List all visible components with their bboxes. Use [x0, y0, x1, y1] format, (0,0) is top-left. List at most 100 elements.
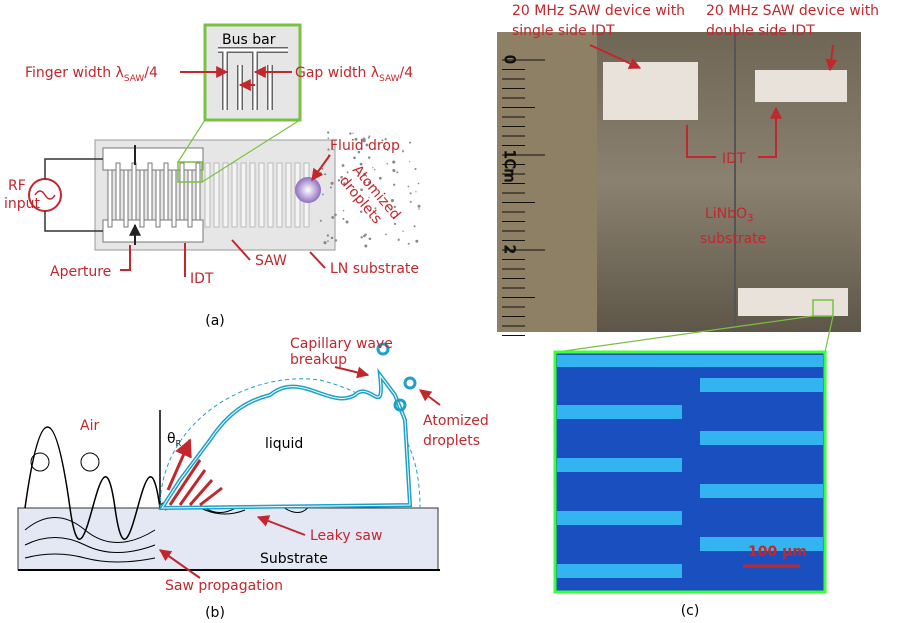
ruler-label: 1Cm — [501, 150, 517, 182]
ruler-label: 0 — [501, 55, 517, 64]
droplet — [402, 230, 403, 231]
droplet — [352, 133, 353, 134]
label: θR — [167, 431, 182, 448]
label: IDT — [722, 151, 746, 167]
label: LN substrate — [330, 261, 419, 277]
label: SAW — [255, 253, 287, 269]
droplet — [342, 218, 344, 220]
droplet — [385, 234, 387, 236]
droplet — [327, 131, 329, 133]
droplet — [327, 240, 329, 242]
droplet — [410, 192, 412, 194]
droplet — [415, 191, 416, 192]
panel-a: Bus bar Finger width λSAW/4 Gap width λS… — [4, 25, 420, 329]
finger — [140, 170, 144, 227]
droplet — [392, 160, 395, 163]
droplet — [334, 214, 337, 217]
droplet — [346, 221, 349, 224]
wave-band — [241, 163, 246, 227]
label: Fluid drop — [330, 138, 400, 154]
wave-band — [205, 163, 210, 227]
finger — [148, 163, 152, 220]
label: IDT — [190, 271, 214, 287]
droplet — [394, 223, 396, 225]
droplet — [415, 240, 418, 243]
label: Atomizeddroplets — [336, 162, 404, 234]
droplet — [409, 161, 410, 162]
droplet — [361, 236, 363, 238]
droplet — [330, 186, 332, 188]
wave-band — [259, 163, 264, 227]
finger — [557, 458, 682, 472]
droplet — [410, 201, 412, 203]
droplet — [324, 173, 326, 175]
label: Finger width λSAW/4 — [25, 65, 158, 84]
finger — [557, 405, 682, 419]
droplet — [402, 150, 404, 152]
droplet — [369, 237, 372, 240]
droplet — [343, 210, 345, 212]
label: Gap width λSAW/4 — [295, 65, 413, 84]
droplet — [328, 137, 330, 139]
finger — [196, 163, 200, 220]
droplet — [323, 241, 326, 244]
wave-band — [268, 163, 273, 227]
droplet — [331, 216, 334, 219]
droplet — [392, 169, 395, 172]
finger — [700, 484, 823, 498]
wave-band — [286, 163, 291, 227]
droplet — [363, 235, 366, 238]
droplet — [353, 156, 356, 159]
droplet — [408, 243, 410, 245]
droplet — [408, 186, 410, 188]
droplet — [396, 171, 398, 173]
droplet — [393, 184, 395, 186]
droplet — [414, 225, 416, 227]
finger — [180, 163, 184, 220]
finger — [116, 163, 120, 220]
finger — [156, 170, 160, 227]
label: Bus bar — [222, 32, 276, 48]
finger — [700, 378, 823, 392]
droplet — [364, 245, 367, 248]
scale-bar-label: 100 µm — [748, 544, 807, 560]
finger — [188, 170, 192, 227]
droplet — [331, 182, 334, 185]
droplet — [372, 167, 373, 168]
droplet — [349, 132, 351, 134]
droplet — [342, 164, 345, 167]
droplet — [320, 220, 322, 222]
finger — [557, 511, 682, 525]
label: Saw propagation — [165, 578, 283, 594]
bus-bar — [557, 355, 823, 367]
wave-band — [232, 163, 237, 227]
droplet — [320, 172, 322, 174]
label: Air — [80, 418, 99, 434]
droplet — [418, 205, 421, 208]
caption: (b) — [205, 605, 225, 621]
label: Substrate — [260, 551, 328, 567]
wave-band — [250, 163, 255, 227]
droplet — [335, 239, 337, 241]
droplet — [327, 234, 329, 236]
droplet — [398, 239, 400, 241]
droplet — [409, 142, 411, 144]
finger — [700, 431, 823, 445]
finger — [164, 163, 168, 220]
droplet — [418, 183, 420, 185]
finger — [124, 170, 128, 227]
label: Aperture — [50, 264, 111, 280]
finger — [132, 163, 136, 220]
droplet — [374, 169, 376, 171]
wave-band — [277, 163, 282, 227]
droplet — [414, 168, 416, 170]
droplet — [322, 194, 324, 196]
finger — [172, 170, 176, 227]
caption: (c) — [681, 603, 700, 619]
caption: (a) — [205, 313, 225, 329]
label: Leaky saw — [310, 528, 382, 544]
finger — [557, 564, 682, 578]
